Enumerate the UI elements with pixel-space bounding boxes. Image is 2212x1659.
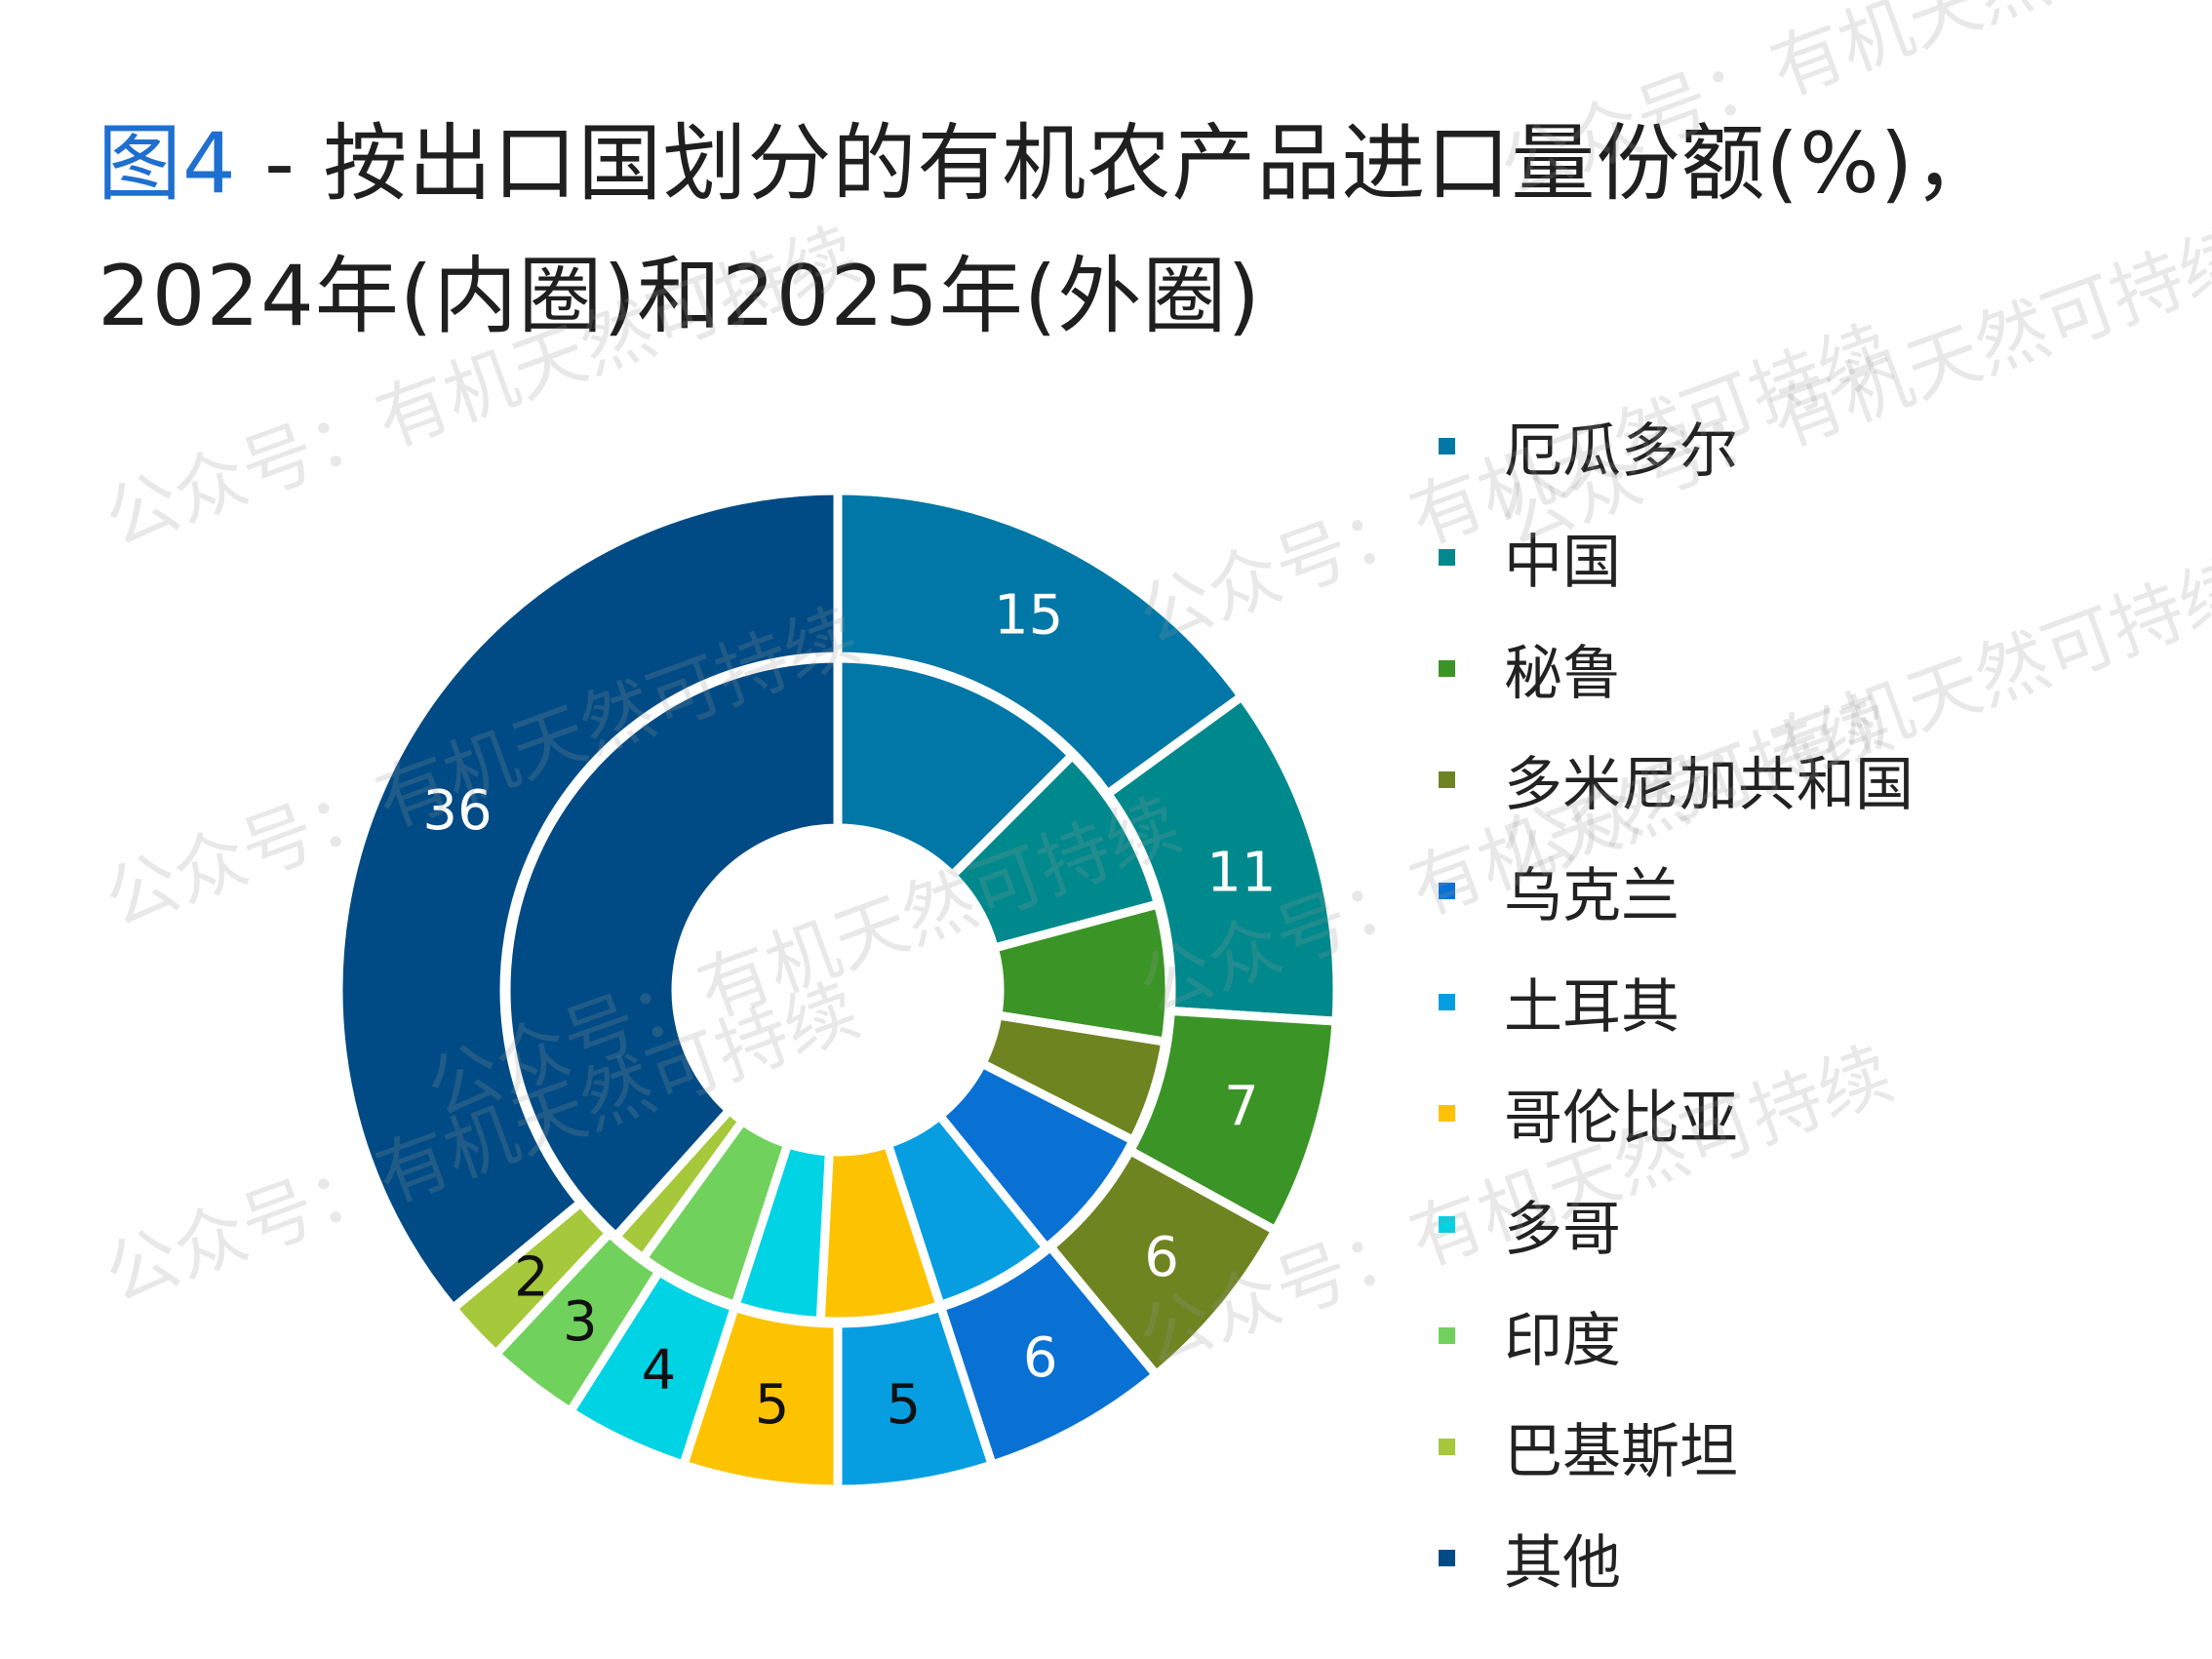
legend-swatch: [1439, 1104, 1455, 1122]
legend-label: 哥伦比亚: [1504, 1084, 1738, 1153]
legend-item-10: 巴基斯坦: [1439, 1391, 1914, 1502]
legend-item-3: 秘鲁: [1439, 612, 1914, 724]
legend-item-8: 多哥: [1439, 1168, 1914, 1280]
outer-data-label-4: 6: [1144, 1226, 1179, 1289]
title-line-2: 2024年(内圈)和2025年(外圈): [98, 248, 1261, 345]
outer-data-label-8: 4: [642, 1338, 677, 1402]
legend-label: 印度: [1504, 1306, 1621, 1375]
figure-label: 图4: [98, 115, 237, 213]
legend-item-5: 乌克兰: [1439, 835, 1914, 946]
legend-label: 中国: [1504, 528, 1621, 597]
legend-label: 其他: [1504, 1528, 1621, 1598]
legend-item-6: 土耳其: [1439, 946, 1914, 1057]
legend-item-1: 厄瓜多尔: [1439, 390, 1914, 501]
outer-data-label-6: 5: [887, 1373, 922, 1437]
legend-label: 巴基斯坦: [1504, 1417, 1738, 1486]
outer-data-label-5: 6: [1023, 1326, 1058, 1390]
legend-label: 厄瓜多尔: [1504, 416, 1738, 486]
outer-data-label-2: 11: [1206, 841, 1276, 904]
legend-item-7: 哥伦比亚: [1439, 1057, 1914, 1168]
legend-label: 土耳其: [1504, 972, 1679, 1042]
legend: 厄瓜多尔中国秘鲁多米尼加共和国 乌克兰土耳其哥伦比亚多哥印度巴基斯坦其他: [1439, 390, 1914, 1613]
outer-data-label-9: 3: [563, 1290, 598, 1354]
outer-data-label-3: 7: [1224, 1076, 1259, 1139]
legend-swatch: [1439, 1549, 1455, 1566]
legend-item-4: 多米尼加共和国: [1439, 724, 1914, 835]
legend-swatch: [1439, 1326, 1455, 1344]
legend-swatch: [1439, 548, 1455, 566]
legend-swatch: [1439, 659, 1455, 677]
outer-ring-slice-11: [334, 486, 843, 1315]
legend-label: 多哥: [1504, 1195, 1621, 1264]
legend-swatch: [1439, 993, 1455, 1010]
title-line-1: - 按出口国划分的有机农产品进口量份额(%)，: [236, 115, 1999, 213]
legend-swatch: [1439, 882, 1455, 899]
outer-data-label-11: 36: [422, 779, 492, 843]
legend-label: 秘鲁: [1504, 639, 1621, 708]
outer-ring-slice-1: [833, 486, 1248, 801]
legend-swatch: [1439, 770, 1455, 788]
legend-label: 乌克兰: [1504, 861, 1679, 930]
legend-label: 多米尼加共和国: [1504, 750, 1914, 819]
legend-swatch: [1439, 1438, 1455, 1455]
legend-item-9: 印度: [1439, 1280, 1914, 1391]
outer-data-label-7: 5: [755, 1373, 790, 1437]
legend-swatch: [1439, 1215, 1455, 1233]
legend-item-11: 其他: [1439, 1502, 1914, 1613]
legend-swatch: [1439, 437, 1455, 454]
outer-data-label-1: 15: [994, 583, 1063, 647]
legend-item-2: 中国: [1439, 501, 1914, 612]
chart-title: 图4 - 按出口国划分的有机农产品进口量份额(%)， 2024年(内圈)和202…: [98, 98, 2126, 363]
